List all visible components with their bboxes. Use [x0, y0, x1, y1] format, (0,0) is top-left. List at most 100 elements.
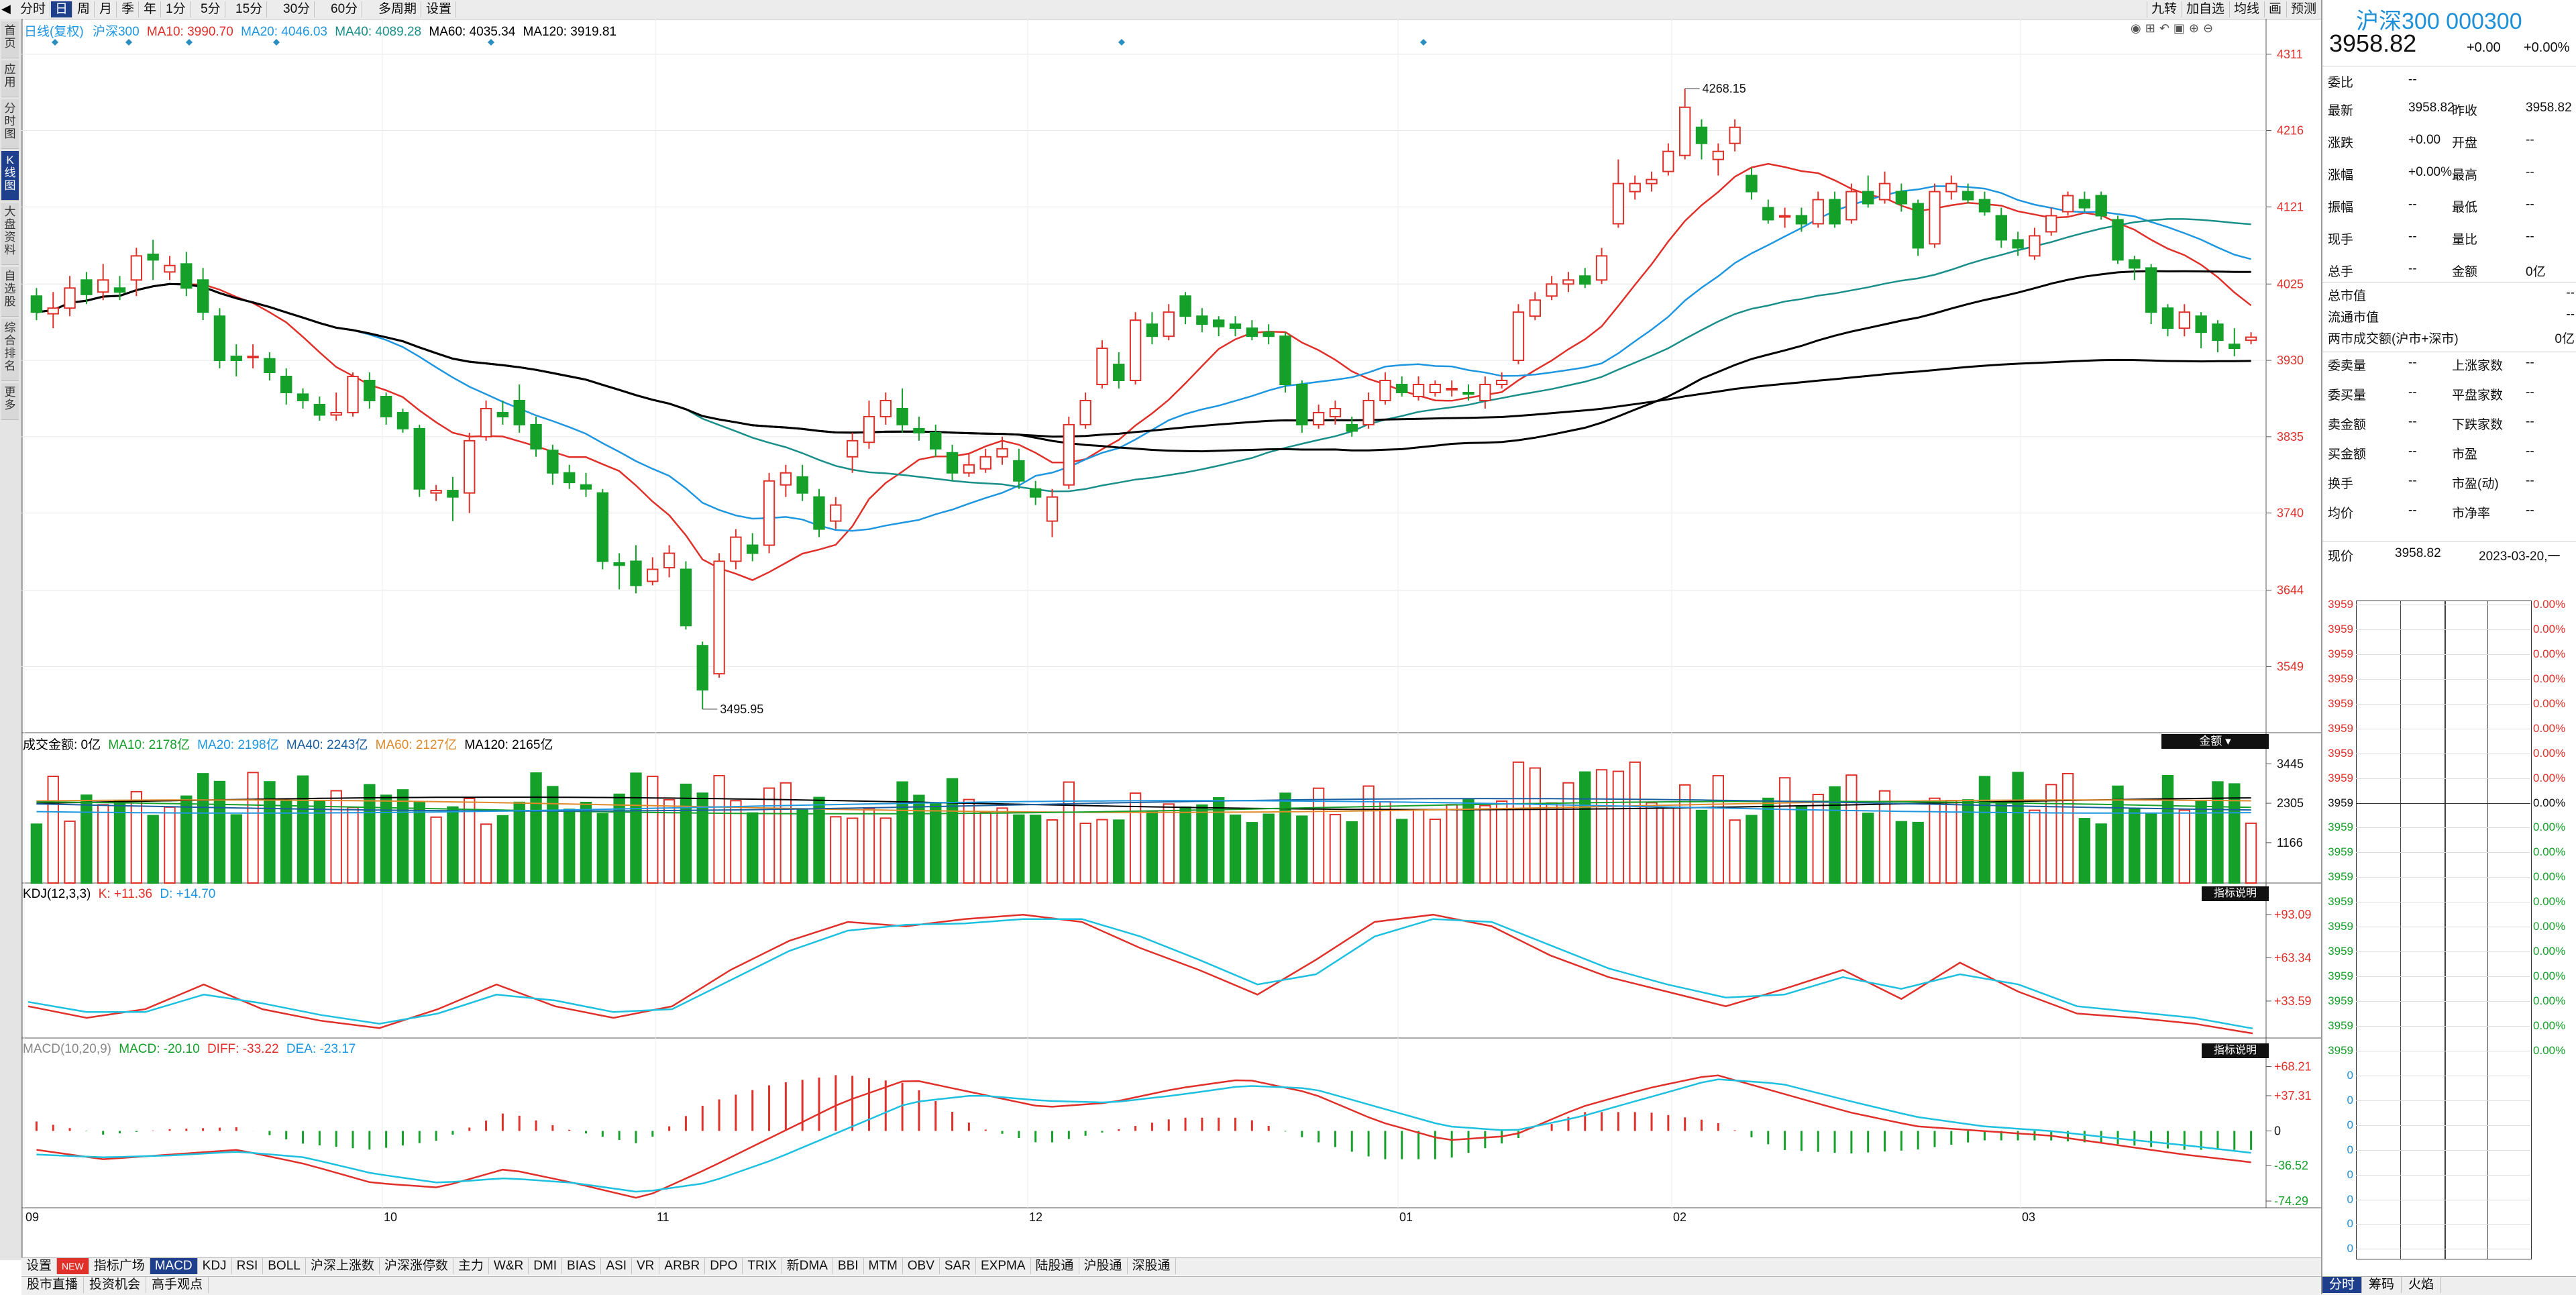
- period-button[interactable]: 5分: [197, 1, 225, 17]
- back-arrow-icon[interactable]: ◀: [1, 2, 11, 15]
- volume-bar: [1329, 814, 1342, 884]
- indicator-tab[interactable]: ARBR: [659, 1258, 706, 1274]
- period-button[interactable]: 15分: [231, 1, 268, 17]
- indicator-tab[interactable]: KDJ: [198, 1258, 232, 1274]
- volume-bar: [2245, 822, 2257, 884]
- undo-icon[interactable]: ↶: [2159, 21, 2174, 35]
- candle-body: [1912, 203, 1924, 249]
- eye-icon[interactable]: ◉: [2131, 21, 2145, 35]
- volume-bar: [2129, 807, 2141, 884]
- indicator-tab[interactable]: 设置: [21, 1258, 58, 1274]
- kdj-legend: KDJ(12,3,3) K: +11.36 D: +14.70: [23, 887, 215, 902]
- left-nav-tab[interactable]: 综 合 排 名: [1, 319, 19, 381]
- candle-body: [1263, 331, 1275, 338]
- toolbar-button[interactable]: 画: [2264, 1, 2286, 17]
- volume-bar: [1312, 787, 1325, 884]
- indicator-tab[interactable]: BOLL: [263, 1258, 306, 1274]
- volume-bar: [2161, 775, 2174, 884]
- candle-body: [1246, 327, 1258, 338]
- quote-bottom-tabs: 分时 筹码 火焰: [2322, 1276, 2576, 1295]
- indicator-tab[interactable]: BBI: [833, 1258, 864, 1274]
- indicator-tab[interactable]: MACD: [150, 1258, 198, 1274]
- left-nav-tab[interactable]: 大 盘 资 料: [1, 203, 19, 265]
- period-button[interactable]: 月: [95, 1, 117, 17]
- candle-body: [1862, 191, 1874, 205]
- indicator-tab[interactable]: 深股通: [1128, 1258, 1176, 1274]
- period-button[interactable]: 年: [140, 1, 162, 17]
- indicator-tab[interactable]: 主力: [453, 1258, 489, 1274]
- indicator-tab[interactable]: 新DMA: [782, 1258, 833, 1274]
- left-nav-tab[interactable]: K 线 图: [1, 151, 19, 201]
- indicator-tab[interactable]: VR: [632, 1258, 660, 1274]
- toolbar-button[interactable]: 均线: [2229, 1, 2263, 17]
- mini-right-label: 0.00%: [2533, 721, 2566, 735]
- quote-field-value: --: [2408, 197, 2417, 211]
- quote-field-value: --: [2526, 165, 2534, 179]
- indicator-tab[interactable]: 沪深涨停数: [380, 1258, 453, 1274]
- indicator-tab[interactable]: SAR: [940, 1258, 976, 1274]
- indicator-tab[interactable]: TRIX: [743, 1258, 782, 1274]
- quote-row: 委比 --: [2328, 72, 2575, 90]
- period-button[interactable]: 季: [117, 1, 140, 17]
- period-button[interactable]: 分时: [16, 1, 51, 17]
- indicator-tab[interactable]: NEW: [57, 1258, 89, 1274]
- volume-bar: [297, 775, 309, 884]
- period-button[interactable]: 多周期: [374, 1, 422, 17]
- period-button[interactable]: 设置: [422, 1, 457, 17]
- bottom-tab[interactable]: 股市直播: [21, 1277, 85, 1293]
- candle-body: [1646, 178, 1658, 185]
- toolbar-button[interactable]: 加自选: [2182, 1, 2229, 17]
- volume-bar: [1495, 800, 1508, 884]
- indicator-tab[interactable]: 指标广场: [89, 1258, 150, 1274]
- bottom-tab[interactable]: 投资机会: [84, 1277, 147, 1293]
- kline-chart[interactable]: 4311 4216 4121 4025 3930 3835 3740 3644 3549 09 10…: [21, 19, 2321, 1257]
- indicator-tab[interactable]: EXPMA: [976, 1258, 1031, 1274]
- period-button[interactable]: 周: [73, 1, 95, 17]
- grid-icon[interactable]: ⊞: [2145, 21, 2159, 35]
- left-nav-tab[interactable]: 首 页: [1, 21, 19, 58]
- left-nav-tab[interactable]: 更 多: [1, 383, 19, 420]
- quote-tab[interactable]: 分时: [2322, 1277, 2363, 1293]
- indicator-tab[interactable]: RSI: [232, 1258, 264, 1274]
- period-button[interactable]: 30分: [279, 1, 315, 17]
- indicator-tab[interactable]: 沪深上涨数: [306, 1258, 380, 1274]
- left-nav-tab[interactable]: 自 选 股: [1, 267, 19, 317]
- volume-bar: [1529, 767, 1541, 884]
- left-nav-tab[interactable]: 应 用: [1, 60, 19, 97]
- period-button[interactable]: 1分: [162, 1, 191, 17]
- indicator-tab[interactable]: W&R: [489, 1258, 529, 1274]
- period-button[interactable]: 日: [51, 1, 73, 17]
- period-button[interactable]: 60分: [327, 1, 363, 17]
- quote-field-label: 金额: [2452, 265, 2478, 279]
- indicator-tab[interactable]: BIAS: [562, 1258, 602, 1274]
- mini-left-label: 3959: [2328, 696, 2353, 710]
- quote-tab[interactable]: 筹码: [2362, 1277, 2402, 1293]
- indicator-tab[interactable]: 沪股通: [1079, 1258, 1128, 1274]
- volume-unit-button[interactable]: 金额 ▾: [2161, 734, 2269, 749]
- zoom-out-icon[interactable]: ⊖: [2203, 21, 2218, 35]
- mini-right-label: 0.00%: [2533, 895, 2566, 909]
- indicator-tab[interactable]: MTM: [864, 1258, 903, 1274]
- candle-body: [447, 490, 459, 498]
- quote-tab[interactable]: 火焰: [2402, 1277, 2442, 1293]
- toolbar-button[interactable]: 预测: [2286, 1, 2320, 17]
- candle-body: [1013, 460, 1025, 482]
- volume-bar: [430, 816, 442, 884]
- kdj-help-badge[interactable]: 指标说明: [2202, 886, 2269, 901]
- bottom-tab[interactable]: 高手观点: [146, 1277, 209, 1293]
- volume-bar: [80, 794, 93, 884]
- left-nav-tab[interactable]: 分 时 图: [1, 99, 19, 149]
- macd-help-badge[interactable]: 指标说明: [2202, 1043, 2269, 1058]
- volume-bar: [464, 797, 476, 884]
- quote-field-value: --: [2408, 474, 2417, 488]
- toolbar-button[interactable]: 九转: [2147, 1, 2181, 17]
- indicator-tab[interactable]: DMI: [529, 1258, 563, 1274]
- macd-legend: MACD(10,20,9) MACD: -20.10 DIFF: -33.22 …: [23, 1042, 356, 1057]
- zoom-in-icon[interactable]: ⊕: [2188, 21, 2204, 35]
- indicator-tab[interactable]: ASI: [601, 1258, 632, 1274]
- indicator-tab[interactable]: 陆股通: [1031, 1258, 1079, 1274]
- indicator-tab[interactable]: OBV: [903, 1258, 940, 1274]
- indicator-tab[interactable]: DPO: [705, 1258, 743, 1274]
- lock-icon[interactable]: ▣: [2173, 21, 2189, 35]
- mini-timeshare-chart[interactable]: 3959 3959 3959 3959 3959 3959 3959 3959 3959 3959…: [2322, 598, 2576, 1278]
